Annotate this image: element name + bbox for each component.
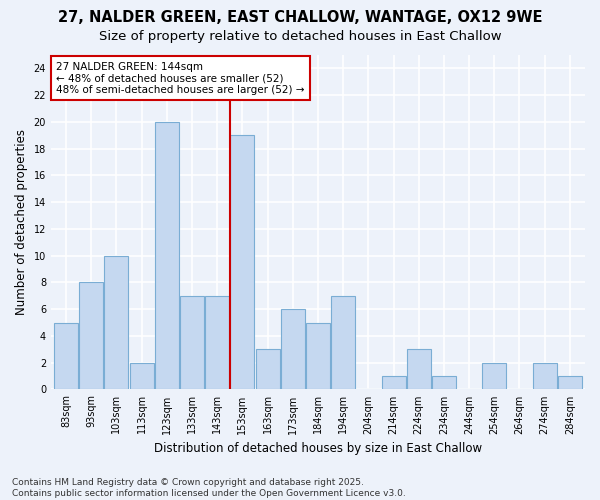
Bar <box>482 362 506 390</box>
Bar <box>306 322 330 390</box>
Bar <box>533 362 557 390</box>
Bar <box>382 376 406 390</box>
Bar <box>104 256 128 390</box>
Bar <box>256 350 280 390</box>
Bar <box>558 376 582 390</box>
Text: 27, NALDER GREEN, EAST CHALLOW, WANTAGE, OX12 9WE: 27, NALDER GREEN, EAST CHALLOW, WANTAGE,… <box>58 10 542 25</box>
Bar <box>130 362 154 390</box>
X-axis label: Distribution of detached houses by size in East Challow: Distribution of detached houses by size … <box>154 442 482 455</box>
Bar <box>407 350 431 390</box>
Bar <box>54 322 78 390</box>
Text: 27 NALDER GREEN: 144sqm
← 48% of detached houses are smaller (52)
48% of semi-de: 27 NALDER GREEN: 144sqm ← 48% of detache… <box>56 62 305 95</box>
Bar <box>180 296 204 390</box>
Bar <box>432 376 456 390</box>
Y-axis label: Number of detached properties: Number of detached properties <box>15 129 28 315</box>
Text: Contains HM Land Registry data © Crown copyright and database right 2025.
Contai: Contains HM Land Registry data © Crown c… <box>12 478 406 498</box>
Bar <box>281 309 305 390</box>
Bar <box>79 282 103 390</box>
Bar <box>205 296 229 390</box>
Bar <box>155 122 179 390</box>
Bar <box>331 296 355 390</box>
Text: Size of property relative to detached houses in East Challow: Size of property relative to detached ho… <box>98 30 502 43</box>
Bar <box>230 136 254 390</box>
